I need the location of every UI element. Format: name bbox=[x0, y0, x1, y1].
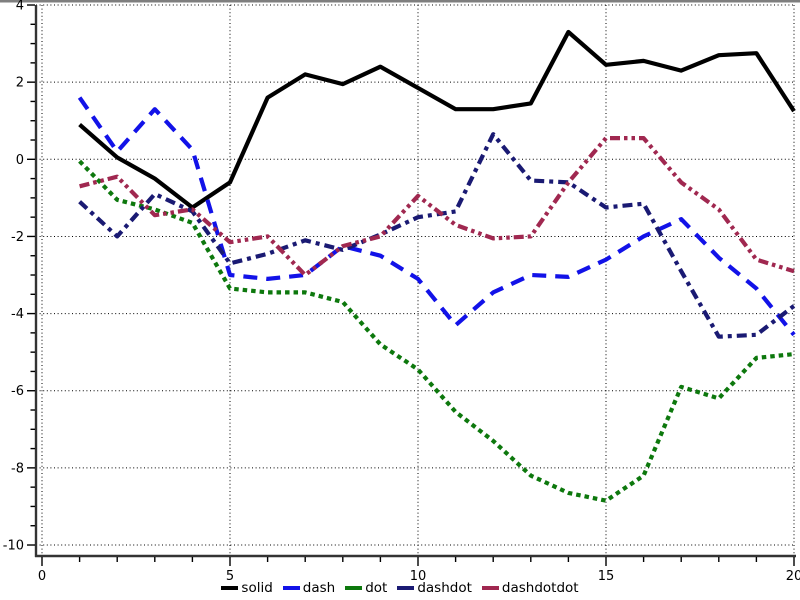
y-tick-label: 2 bbox=[16, 76, 24, 91]
legend-swatch-dashdot bbox=[397, 586, 415, 590]
series-dashdot-line bbox=[78, 132, 796, 339]
legend-label: dashdotdot bbox=[501, 580, 579, 596]
legend-swatch-dot bbox=[345, 586, 363, 590]
x-tick-label: 0 bbox=[38, 569, 46, 584]
chart-legend: solid dash dot dashdot dashdotdot bbox=[0, 581, 800, 595]
legend-swatch-dash bbox=[282, 586, 300, 590]
x-tick-label: 15 bbox=[598, 569, 615, 584]
legend-label: dash bbox=[302, 580, 336, 596]
legend-item-dashdotdot: dashdotdot bbox=[481, 580, 579, 596]
x-tick-label: 5 bbox=[226, 569, 234, 584]
x-tick-label: 10 bbox=[410, 569, 427, 584]
series-solid-line bbox=[78, 29, 796, 210]
legend-item-solid: solid bbox=[221, 580, 273, 596]
legend-swatch-solid bbox=[221, 586, 239, 590]
legend-item-dot: dot bbox=[345, 581, 387, 595]
legend-label: dot bbox=[365, 580, 388, 596]
series-dot-line bbox=[78, 159, 795, 503]
y-tick-label: 4 bbox=[16, 0, 24, 14]
legend-label: solid bbox=[241, 580, 273, 596]
series-dash-line bbox=[77, 96, 796, 337]
window-top-border bbox=[0, 0, 800, 3]
y-tick-label: -10 bbox=[3, 539, 24, 554]
y-tick-label: 0 bbox=[16, 153, 24, 168]
legend-swatch-dashdotdot bbox=[481, 586, 499, 590]
y-tick-label: -8 bbox=[11, 461, 24, 476]
legend-item-dashdot: dashdot bbox=[397, 581, 472, 595]
legend-item-dash: dash bbox=[282, 580, 336, 596]
x-tick-label: 20 bbox=[786, 569, 800, 584]
series-dashdotdot-line bbox=[79, 136, 795, 278]
y-tick-label: -4 bbox=[11, 307, 24, 322]
legend-label: dashdot bbox=[417, 580, 472, 596]
y-tick-label: -2 bbox=[11, 230, 24, 245]
y-tick-label: -6 bbox=[11, 384, 24, 399]
